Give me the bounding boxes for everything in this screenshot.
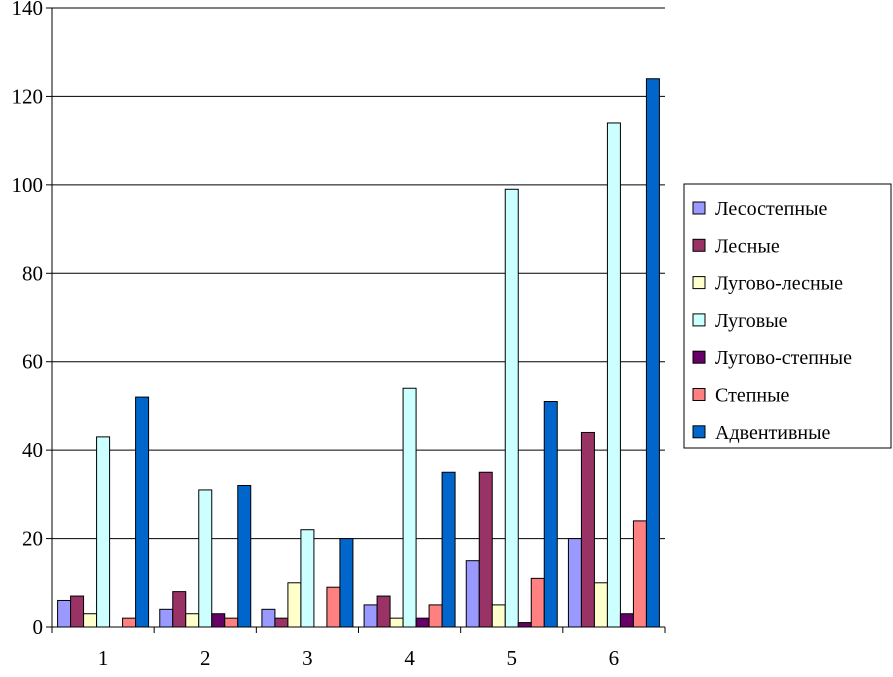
axes: 0 20 40 60 80 100 120 140 1 2 3 4 5 6 <box>12 0 666 670</box>
bar <box>645 78 660 628</box>
bar <box>441 471 456 628</box>
legend-label: Лесостепные <box>715 198 828 220</box>
bar <box>339 538 354 628</box>
legend-label: Лесные <box>715 235 780 257</box>
x-tick-label: 1 <box>98 646 109 670</box>
legend-label: Лугово-степные <box>715 347 852 369</box>
bar <box>198 489 213 628</box>
bar <box>287 582 302 628</box>
bar <box>300 529 315 628</box>
bar <box>135 396 150 628</box>
bar <box>632 520 647 628</box>
bar <box>70 595 85 628</box>
y-tick-label: 100 <box>12 173 44 197</box>
gridlines <box>52 7 665 540</box>
bars <box>57 78 660 628</box>
y-tick-label: 140 <box>12 0 44 20</box>
bar <box>211 613 226 628</box>
legend-box <box>683 183 892 449</box>
bar <box>543 401 558 628</box>
bar <box>261 608 276 628</box>
legend-swatch <box>692 388 706 401</box>
y-tick-label: 120 <box>12 84 44 108</box>
y-tick-label: 0 <box>33 615 44 639</box>
bar <box>376 595 391 628</box>
bar <box>580 431 595 628</box>
bar <box>619 613 634 628</box>
legend-label: Степные <box>715 385 790 407</box>
legend: Лесостепные Лесные Лугово-лесные Луговые Луг… <box>683 183 892 449</box>
bar <box>491 604 506 628</box>
bar <box>274 617 289 628</box>
bar <box>159 608 174 628</box>
bar <box>57 599 72 628</box>
x-tick-label: 3 <box>302 646 313 670</box>
bar <box>402 387 417 628</box>
bar <box>504 188 519 628</box>
bar <box>185 613 200 628</box>
legend-swatch <box>692 238 706 252</box>
bar <box>96 436 111 628</box>
bar <box>389 617 404 628</box>
legend-label: Луговые <box>715 310 788 332</box>
legend-swatch <box>692 425 706 439</box>
bar <box>172 591 187 628</box>
x-tick-label: 2 <box>200 646 211 670</box>
x-tick-label: 4 <box>404 646 415 670</box>
bar <box>122 617 137 628</box>
bar <box>478 471 493 628</box>
bar <box>224 617 239 628</box>
legend-swatch <box>692 350 706 364</box>
y-tick-label: 80 <box>22 261 43 285</box>
bar <box>567 538 582 628</box>
y-tick-label: 20 <box>22 527 43 551</box>
legend-label: Лугово-лесные <box>715 273 843 295</box>
x-tick-label: 5 <box>507 646 518 670</box>
bar <box>326 586 341 628</box>
legend-swatch <box>692 313 706 327</box>
bar <box>428 604 443 628</box>
bar <box>606 122 621 628</box>
bar <box>237 485 252 628</box>
legend-swatch <box>692 276 706 290</box>
y-tick-label: 60 <box>22 350 43 374</box>
y-tick-label: 40 <box>22 438 43 462</box>
bar <box>530 577 545 628</box>
bar <box>465 560 480 628</box>
legend-label: Адвентивные <box>715 422 831 444</box>
bar <box>593 582 608 628</box>
legend-swatch <box>692 201 706 215</box>
x-tick-label: 6 <box>609 646 620 670</box>
bar <box>363 604 378 628</box>
bar <box>517 622 532 628</box>
bar <box>83 613 98 628</box>
bar <box>415 617 430 628</box>
